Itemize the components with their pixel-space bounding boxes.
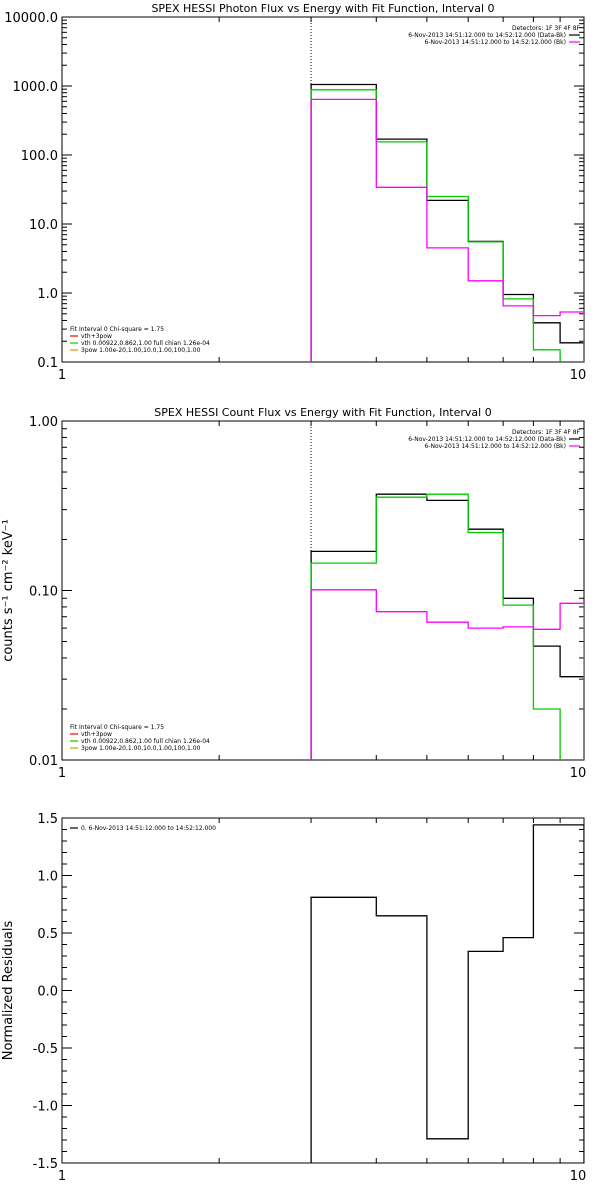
series-step-line-1 — [310, 824, 584, 1163]
series-step-line-1 — [310, 83, 584, 362]
legend-entry-label: 3pow 1.00e-20,1.00,10.0,1.00,100,1.00 — [81, 347, 201, 354]
y-tick-label: 1.5 — [37, 812, 58, 827]
x-tick-label: 10 — [570, 1169, 587, 1184]
y-tick-label: -1.0 — [33, 1100, 58, 1115]
legend-entry-label: 6-Nov-2013 14:51:12.000 to 14:52:12.000 … — [408, 436, 566, 443]
y-tick-label: -1.5 — [33, 1157, 58, 1172]
legend-entry-label: 3pow 1.00e-20,1.00,10.0,1.00,100,1.00 — [81, 745, 201, 752]
data-layer — [310, 83, 584, 362]
legend-detectors: Detectors: 1F 3F 4F 8F — [512, 25, 581, 32]
plot-frame — [61, 16, 585, 363]
legend-entry-label: vth+3pow — [81, 333, 112, 340]
legend-detectors: Detectors: 1F 3F 4F 8F — [512, 429, 581, 436]
legend-entry-label: 6-Nov-2013 14:51:12.000 to 14:52:12.000 … — [424, 39, 566, 46]
x-tick-label: 1 — [58, 766, 66, 781]
y-tick-label: 1.0 — [37, 870, 58, 885]
plot-frame — [61, 420, 585, 761]
y-tick-label: 1.0 — [37, 287, 58, 302]
chart-panel-1: SPEX HESSI Photon Flux vs Energy with Fi… — [4, 2, 586, 383]
series-step-line-2 — [310, 89, 561, 362]
legend-entry-label: 6-Nov-2013 14:51:12.000 to 14:52:12.000 … — [424, 443, 566, 450]
y-tick-label: 0.1 — [37, 356, 58, 371]
y-tick-label: 0.10 — [29, 585, 58, 600]
legend-entry-label: vth+3pow — [81, 731, 112, 738]
x-tick-label: 10 — [570, 766, 587, 781]
x-tick-label: 10 — [570, 368, 587, 383]
y-tick-label: 1.00 — [29, 415, 58, 430]
y-tick-label: 0.5 — [37, 927, 58, 942]
y-tick-label: 0.0 — [37, 985, 58, 1000]
data-layer — [310, 493, 584, 760]
y-axis-label: counts s⁻¹ cm⁻² keV⁻¹ — [1, 519, 16, 662]
legend-entry-label: vth 0.00922,0.862,1.00 full chian 1.26e-… — [81, 738, 210, 745]
legend-entry-label: vth 0.00922,0.862,1.00 full chian 1.26e-… — [81, 340, 210, 347]
y-axis-label: Normalized Residuals — [1, 921, 16, 1061]
legend-entry-label: 6-Nov-2013 14:51:12.000 to 14:52:12.000 … — [408, 32, 566, 39]
chart-panel-3: -1.5 -1.0 -0.5 0.0 0.5 1.0 1.5 1 10 Normalized Re… — [1, 812, 586, 1184]
x-tick-label: 1 — [58, 1169, 66, 1184]
series-step-line-1 — [310, 493, 584, 760]
series-step-line-2 — [310, 493, 561, 760]
y-tick-label: 0.01 — [29, 754, 58, 769]
series-step-line-3 — [310, 589, 584, 760]
y-tick-label: 1000.0 — [13, 80, 59, 95]
chart-panel-2: SPEX HESSI Count Flux vs Energy with Fit… — [1, 406, 586, 781]
data-layer — [310, 824, 584, 1163]
x-tick-label: 1 — [58, 368, 66, 383]
y-tick-label: 10.0 — [29, 218, 58, 233]
legend-fit-header: Fit Interval 0 Chi-square = 1.75 — [70, 326, 164, 333]
legend-entry-label: 0. 6-Nov-2013 14:51:12.000 to 14:52:12.0… — [81, 825, 216, 832]
chart-title: SPEX HESSI Photon Flux vs Energy with Fi… — [151, 2, 494, 15]
y-tick-label: -0.5 — [33, 1042, 58, 1057]
y-tick-label: 100.0 — [21, 149, 58, 164]
chart-title: SPEX HESSI Count Flux vs Energy with Fit… — [154, 406, 491, 419]
y-tick-label: 10000.0 — [4, 11, 58, 26]
plot-frame — [61, 817, 585, 1164]
series-step-line-3 — [310, 98, 584, 362]
legend-fit-header: Fit Interval 0 Chi-square = 1.75 — [70, 724, 164, 731]
